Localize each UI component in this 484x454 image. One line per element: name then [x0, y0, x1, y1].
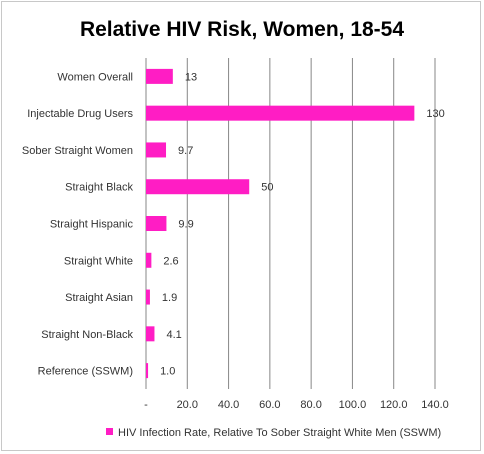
bar [146, 326, 155, 342]
x-tick-label: 80.0 [300, 399, 321, 411]
labels: - 20.0 40.0 60.0 80.0 100.0 120.0 140.0 Women Ov… [22, 71, 449, 411]
x-tick-label: - [144, 399, 148, 411]
data-label: 1.9 [162, 292, 177, 304]
bar [146, 179, 250, 195]
category-label: Women Overall [57, 71, 133, 83]
bar [146, 252, 152, 268]
x-tick-label: 20.0 [177, 399, 198, 411]
bar [146, 289, 150, 305]
chart-title: Relative HIV Risk, Women, 18-54 [80, 18, 404, 41]
data-label: 1.0 [160, 366, 175, 378]
data-label: 50 [261, 182, 273, 194]
x-tick-label: 100.0 [339, 399, 367, 411]
category-label: Injectable Drug Users [27, 108, 133, 120]
data-label: 9.9 [178, 219, 193, 231]
x-tick-label: 40.0 [218, 399, 239, 411]
x-tick-label: 140.0 [421, 399, 449, 411]
bar [146, 363, 149, 379]
bar [146, 142, 167, 158]
category-label: Sober Straight Women [22, 145, 133, 157]
data-label: 130 [426, 108, 444, 120]
bar [146, 216, 167, 231]
legend: HIV Infection Rate, Relative To Sober St… [106, 427, 441, 439]
x-tick-label: 120.0 [380, 399, 408, 411]
category-label: Straight Hispanic [50, 219, 134, 231]
category-label: Straight White [64, 255, 133, 267]
legend-label: HIV Infection Rate, Relative To Sober St… [118, 427, 441, 439]
data-label: 4.1 [166, 329, 181, 341]
category-label: Straight Black [65, 182, 133, 194]
category-label: Straight Non-Black [41, 329, 133, 341]
bars [146, 68, 415, 379]
legend-swatch [106, 428, 113, 435]
data-label: 9.7 [178, 145, 193, 157]
data-label: 2.6 [163, 255, 178, 267]
bar [146, 68, 173, 84]
bar [146, 105, 415, 121]
category-label: Straight Asian [65, 292, 133, 304]
data-label: 13 [185, 71, 197, 83]
x-tick-label: 60.0 [259, 399, 280, 411]
category-label: Reference (SSWM) [38, 366, 133, 378]
